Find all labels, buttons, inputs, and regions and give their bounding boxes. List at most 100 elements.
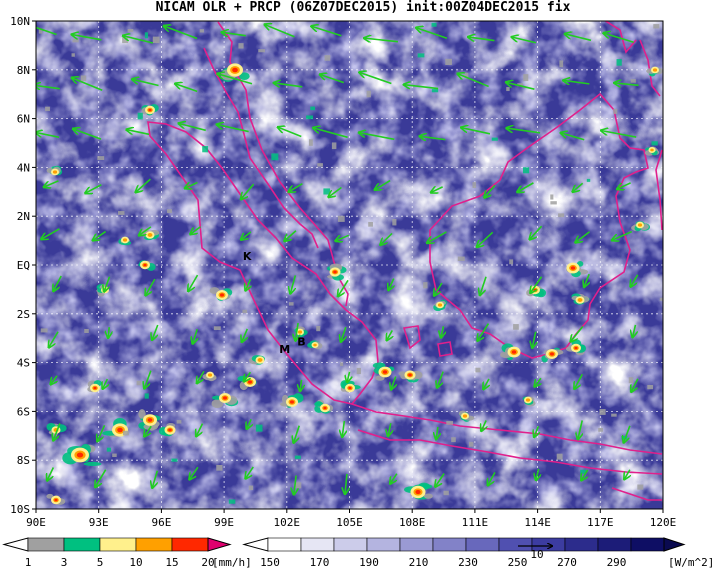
- wind-arrow: [506, 82, 535, 90]
- lon-label: 120E: [650, 516, 677, 529]
- precip-cell-core: [223, 396, 227, 400]
- precip-cell-outer: [46, 493, 54, 499]
- precip-colorbar-swatch: [99, 537, 137, 552]
- olr-colorbar-swatch: [465, 537, 500, 552]
- olr-tick-label: 170: [310, 556, 330, 569]
- wind-arrow: [241, 231, 252, 240]
- olr-tick-label: 290: [607, 556, 627, 569]
- precip-speck: [464, 72, 469, 78]
- precip-speck: [580, 469, 586, 474]
- precip-cell-outer: [211, 399, 224, 409]
- wind-arrow: [436, 426, 438, 439]
- wind-arrow: [176, 84, 198, 93]
- lat-label: 8N: [17, 64, 30, 77]
- precip-speck: [550, 194, 554, 200]
- wind-arrow: [218, 74, 253, 85]
- wind-arrow: [86, 184, 102, 193]
- precip-speck: [445, 58, 452, 65]
- precip-cell-core: [76, 452, 84, 458]
- wind-arrow: [404, 85, 439, 89]
- precip-cell-core: [348, 386, 352, 390]
- lon-label: 105E: [336, 516, 363, 529]
- olr-colorbar: 150 170 190 210 230 250 270 290 [W/m^2] 10: [242, 537, 714, 569]
- precip-cell: [313, 343, 317, 347]
- precip-cell: [207, 373, 213, 377]
- wind-arrow: [531, 276, 543, 293]
- coast-java: [351, 403, 663, 455]
- precip-cell-core: [248, 380, 252, 384]
- wind-arrow: [347, 371, 349, 382]
- precip-speck: [202, 146, 209, 153]
- precip-colorbar-swatch: [135, 537, 173, 552]
- precip-speck: [213, 326, 221, 331]
- lon-label: 111E: [462, 516, 489, 529]
- wind-arrow: [462, 128, 491, 135]
- precip-cell-outer: [423, 493, 433, 499]
- precip-cell-core: [333, 270, 337, 274]
- wind-arrow: [51, 375, 57, 384]
- olr-colorbar-right-cap: [663, 537, 686, 552]
- precip-cell-outer: [209, 287, 220, 294]
- wind-vectors: [36, 23, 639, 494]
- precip-unit: [mm/h]: [212, 556, 252, 569]
- precip-speck: [659, 297, 663, 301]
- precip-cell: [147, 233, 153, 237]
- wind-arrow: [441, 326, 443, 337]
- wind-arrow: [602, 131, 637, 138]
- wind-arrow: [530, 225, 543, 239]
- wind-arrow: [103, 378, 108, 388]
- wind-arrow: [47, 467, 55, 481]
- precip-colorbar-swatch: [27, 537, 65, 552]
- wind-arrow: [420, 136, 446, 139]
- wind-arrow: [631, 378, 639, 392]
- lat-label: 2S: [17, 308, 30, 321]
- precip-speck: [216, 464, 223, 471]
- olr-tick-label: 210: [409, 556, 429, 569]
- lat-label: 4S: [17, 357, 30, 370]
- precip-speck: [122, 430, 129, 436]
- precip-cell-core: [143, 263, 147, 267]
- precip-speck: [446, 421, 454, 425]
- wind-arrow: [477, 231, 494, 246]
- wind-arrow: [612, 230, 633, 240]
- olr-tick-label: 150: [260, 556, 280, 569]
- wind-arrow: [381, 232, 393, 244]
- lon-label: 102E: [274, 516, 301, 529]
- precip-cell-outer: [372, 362, 386, 369]
- wind-arrow: [375, 179, 391, 190]
- wind-arrow: [285, 230, 297, 241]
- wind-arrow: [561, 133, 585, 141]
- precip-speck: [324, 55, 331, 61]
- wind-arrow: [417, 28, 448, 39]
- wind-arrow: [36, 26, 57, 36]
- precip-speck: [171, 458, 178, 462]
- olr-tick-label: 270: [557, 556, 577, 569]
- coast-bangka: [402, 325, 421, 350]
- precip-cell: [257, 358, 263, 362]
- wind-arrow: [278, 127, 302, 138]
- wind-arrow: [478, 323, 490, 341]
- wind-arrow: [247, 418, 251, 428]
- place-marker-m: M: [279, 343, 290, 356]
- precip-speck: [308, 139, 313, 146]
- precip-speck: [106, 447, 112, 452]
- lon-label: 99E: [214, 516, 234, 529]
- precip-colorbar-swatch: [63, 537, 101, 552]
- wind-arrow: [42, 228, 60, 239]
- precip-speck: [288, 302, 294, 306]
- wind-arrow: [193, 328, 197, 343]
- lat-label: 4N: [17, 161, 30, 174]
- wind-arrow: [295, 322, 298, 340]
- precip-speck: [417, 53, 425, 58]
- wind-arrow: [437, 371, 444, 387]
- wind-arrow: [389, 278, 394, 290]
- wind-arrow: [98, 424, 106, 441]
- wind-arrow: [345, 473, 347, 494]
- wind-arrow: [241, 183, 255, 199]
- colorbar-right-cap: [207, 537, 232, 552]
- wind-arrow: [342, 420, 344, 436]
- precip-speck: [616, 59, 622, 66]
- precip-speck: [72, 38, 79, 43]
- precip-speck: [468, 441, 474, 447]
